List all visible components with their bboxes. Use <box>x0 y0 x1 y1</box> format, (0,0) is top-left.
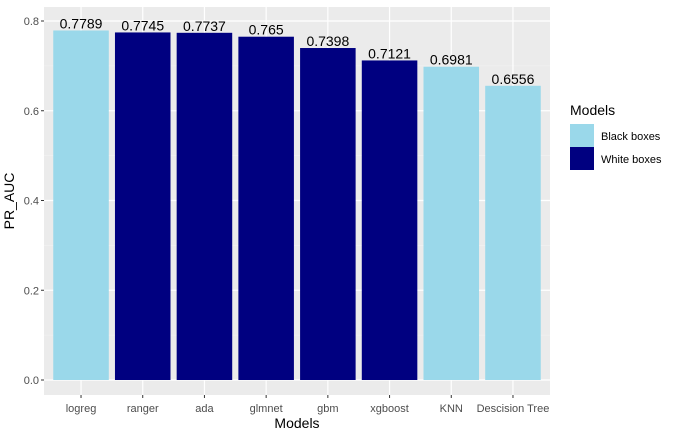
bar-value-label: 0.7737 <box>183 18 226 34</box>
x-tick-label: ranger <box>127 403 159 415</box>
bar-labels: 0.7789 0.7745 0.7737 0.765 0.7398 0.7121 0.698… <box>60 15 535 86</box>
x-tick-label: KNN <box>440 403 463 415</box>
y-axis-title: PR_AUC <box>1 173 17 230</box>
x-tick-label: glmnet <box>250 403 283 415</box>
bar-knn <box>423 66 480 380</box>
bar-value-label: 0.7121 <box>368 45 411 61</box>
y-tick-label: 0.6 <box>24 106 39 118</box>
x-tick-label: ada <box>195 403 214 415</box>
x-tick-label: gbm <box>317 403 338 415</box>
legend: Models Black boxes White boxes <box>570 102 662 170</box>
legend-swatch-white-boxes <box>570 147 594 170</box>
y-axis: 0.0 0.2 0.4 0.6 0.8 <box>24 16 44 387</box>
bar-descision-tree <box>485 85 541 380</box>
y-tick-label: 0.0 <box>24 375 39 387</box>
legend-label-white-boxes: White boxes <box>601 154 662 166</box>
x-tick-label: logreg <box>66 403 97 415</box>
x-tick-label: xgboost <box>370 403 409 415</box>
x-axis-title: Models <box>274 415 319 431</box>
bar-glmnet <box>238 36 294 381</box>
x-axis: logreg ranger ada glmnet gbm xgboost KNN Descis… <box>66 395 550 415</box>
y-tick-label: 0.2 <box>24 285 39 297</box>
bar-ada <box>176 32 233 380</box>
x-tick-label: Descision Tree <box>477 403 550 415</box>
bar-xgboost <box>361 60 418 380</box>
bar-gbm <box>300 48 356 381</box>
y-tick-label: 0.4 <box>24 196 39 208</box>
bar-logreg <box>53 30 109 380</box>
bars <box>53 30 541 381</box>
y-tick-label: 0.8 <box>24 16 39 28</box>
bar-value-label: 0.7789 <box>60 15 103 31</box>
bar-value-label: 0.6981 <box>430 52 473 68</box>
legend-label-black-boxes: Black boxes <box>601 131 661 143</box>
legend-swatch-black-boxes <box>570 124 594 147</box>
legend-title: Models <box>570 102 615 118</box>
bar-value-label: 0.6556 <box>492 71 535 87</box>
bar-ranger <box>114 32 171 381</box>
bar-value-label: 0.7398 <box>306 33 349 49</box>
bar-value-label: 0.765 <box>249 22 284 38</box>
bar-value-label: 0.7745 <box>121 17 164 33</box>
